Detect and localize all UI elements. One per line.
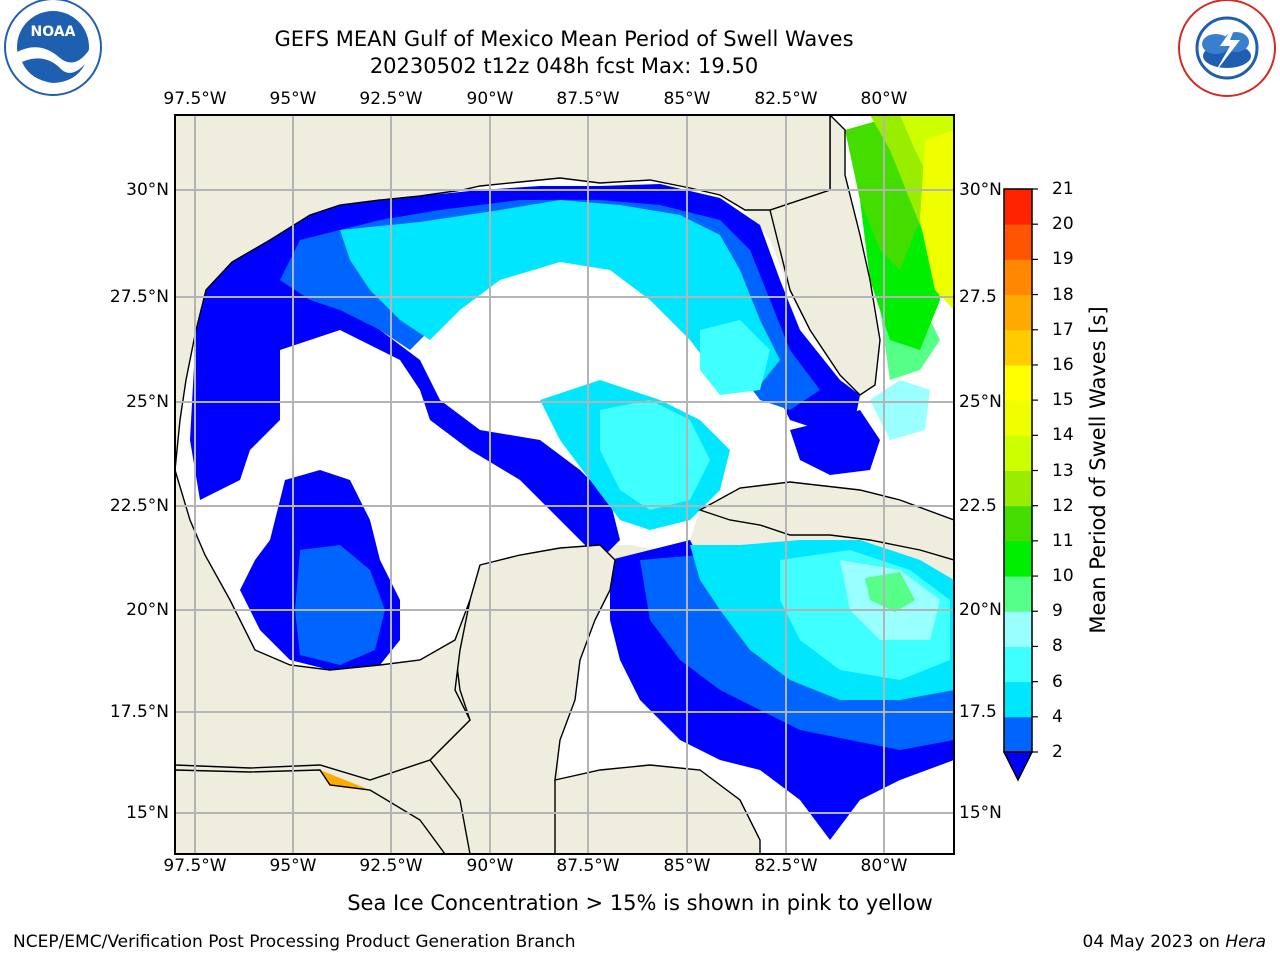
- colorbar-label: 20: [1052, 214, 1074, 235]
- colorbar-label: 9: [1052, 601, 1063, 622]
- colorbar-label: 17: [1052, 319, 1074, 340]
- colorbar-swatch: [1004, 470, 1032, 507]
- colorbar-label: 12: [1052, 495, 1074, 516]
- colorbar-swatch: [1004, 294, 1032, 331]
- nws-logo: [1178, 0, 1276, 97]
- run-date: 04 May 2023 on Hera: [1083, 932, 1267, 952]
- colorbar-swatch: [1004, 681, 1032, 718]
- lat-label-left: 22.5°N: [109, 496, 169, 516]
- swell-6-8-east: [700, 320, 770, 395]
- lat-label-left: 17.5°N: [109, 702, 169, 722]
- swell-medium-bay: [295, 545, 385, 665]
- noaa-logo: NOAA: [4, 0, 102, 96]
- colorbar-swatch: [1004, 611, 1032, 647]
- mexico-west-coast: [175, 469, 471, 781]
- colorbar-swatch: [1004, 505, 1032, 542]
- lat-label-right: 20°N: [959, 600, 1002, 620]
- colorbar-swatch: [1004, 576, 1032, 612]
- lon-label-bottom: 82.5°W: [754, 856, 818, 876]
- chart-title: GEFS MEAN Gulf of Mexico Mean Period of …: [274, 27, 854, 51]
- credit-text: NCEP/EMC/Verification Post Processing Pr…: [13, 932, 576, 952]
- lon-label-top: 80°W: [860, 89, 908, 109]
- lon-label-bottom: 97.5°W: [163, 856, 227, 876]
- run-date-text: 04 May 2023 on: [1082, 932, 1226, 952]
- us-gulf-coast: [175, 115, 831, 471]
- map-gridlines: [175, 115, 954, 854]
- svg-text:NOAA: NOAA: [31, 24, 76, 40]
- lon-label-top: 87.5°W: [556, 89, 620, 109]
- colorbar-label: 4: [1052, 706, 1063, 727]
- cuba: [698, 481, 954, 561]
- lat-label-right: 17.5: [959, 702, 997, 722]
- swell-cyan-north: [340, 200, 780, 385]
- swell-14-15-atlantic: [920, 130, 954, 310]
- lon-label-bottom: 90°W: [466, 856, 514, 876]
- colorbar-swatch: [1004, 329, 1032, 366]
- swell-6-8-central: [600, 400, 710, 510]
- lon-label-top: 95°W: [269, 89, 317, 109]
- colorbar-swatch: [1004, 259, 1032, 296]
- colorbar-label: 11: [1052, 530, 1074, 551]
- colorbar-label: 8: [1052, 636, 1063, 657]
- lat-label-left: 25°N: [126, 392, 169, 412]
- lon-label-bottom: 80°W: [860, 856, 908, 876]
- colorbar-label: 10: [1052, 566, 1074, 587]
- lon-label-top: 92.5°W: [359, 89, 423, 109]
- lat-label-right: 22.5: [959, 496, 997, 516]
- map-area: [175, 115, 954, 854]
- lat-label-left: 30°N: [126, 180, 169, 200]
- lon-label-bottom: 87.5°W: [556, 856, 620, 876]
- colorbar-label: 14: [1052, 425, 1074, 446]
- lat-label-right: 25°N: [959, 392, 1002, 412]
- colorbar-swatch: [1004, 716, 1032, 753]
- colorbar-swatch: [1004, 400, 1032, 436]
- colorbar: [1002, 188, 1038, 782]
- swell-9-10-caribbean: [865, 572, 915, 612]
- lat-label-left: 15°N: [126, 803, 169, 823]
- colorbar-label: 6: [1052, 671, 1063, 692]
- colorbar-label: 19: [1052, 249, 1074, 270]
- swell-2-4-florida-straits: [790, 410, 880, 475]
- colorbar-label: 15: [1052, 390, 1074, 411]
- colorbar-swatch: [1004, 646, 1032, 683]
- colorbar-label: 13: [1052, 460, 1074, 481]
- colorbar-extend-arrow: [1002, 751, 1034, 782]
- machine-name: Hera: [1225, 932, 1266, 952]
- colorbar-swatch: [1004, 435, 1032, 471]
- colorbar-label: 18: [1052, 284, 1074, 305]
- colorbar-title: Mean Period of Swell Waves [s]: [1086, 306, 1110, 634]
- lat-label-right: 27.5: [959, 287, 997, 307]
- map-frame: [174, 114, 955, 855]
- colorbar-label: 2: [1052, 742, 1063, 762]
- lon-label-top: 82.5°W: [754, 89, 818, 109]
- colorbar-swatch: [1004, 224, 1032, 260]
- lon-label-top: 90°W: [466, 89, 514, 109]
- colorbar-swatch: [1004, 364, 1032, 401]
- colorbar-swatch: [1004, 540, 1032, 577]
- colorbar-label: 21: [1052, 179, 1074, 199]
- lat-label-right: 15°N: [959, 803, 1002, 823]
- lon-label-top: 85°W: [663, 89, 711, 109]
- lon-label-bottom: 92.5°W: [359, 856, 423, 876]
- colorbar-swatch: [1004, 189, 1032, 225]
- lon-label-bottom: 85°W: [663, 856, 711, 876]
- central-america: [554, 764, 761, 854]
- lat-label-left: 27.5°N: [109, 287, 169, 307]
- lat-label-right: 30°N: [959, 180, 1002, 200]
- chart-subtitle: 20230502 t12z 048h fcst Max: 19.50: [369, 54, 759, 78]
- lon-label-bottom: 95°W: [269, 856, 317, 876]
- lon-label-top: 97.5°W: [163, 89, 227, 109]
- colorbar-label: 16: [1052, 354, 1074, 375]
- lat-label-left: 20°N: [126, 600, 169, 620]
- sea-ice-note: Sea Ice Concentration > 15% is shown in …: [347, 891, 933, 915]
